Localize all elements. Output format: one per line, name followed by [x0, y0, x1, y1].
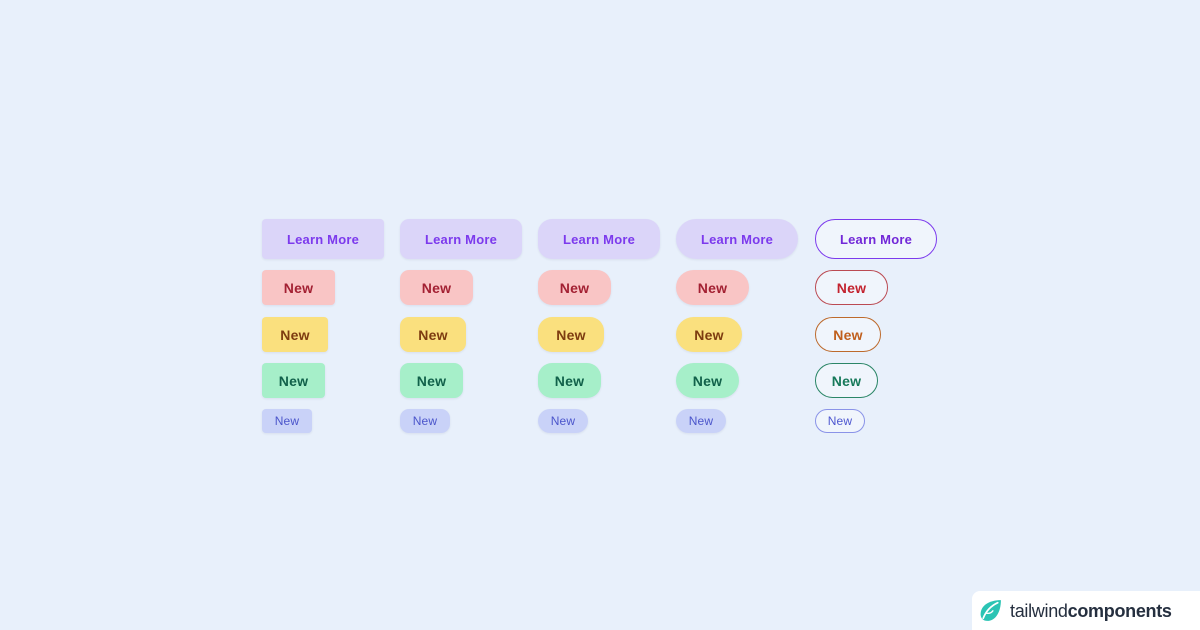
badge-indigo-small-rounded-md[interactable]: New — [400, 409, 450, 433]
badge-amber-pill-outline[interactable]: New — [815, 317, 881, 352]
badge-violet-pill[interactable]: Learn More — [676, 219, 798, 259]
badge-red-pill[interactable]: New — [676, 270, 749, 305]
badge-indigo-small-rounded-sm[interactable]: New — [262, 409, 312, 433]
badge-red-rounded-md[interactable]: New — [400, 270, 473, 305]
brand-wordmark: tailwindcomponents — [1010, 602, 1172, 620]
badge-green-pill[interactable]: New — [676, 363, 739, 398]
badge-violet-pill-outline[interactable]: Learn More — [815, 219, 937, 259]
brand-bold-text: components — [1067, 600, 1172, 621]
badge-indigo-small-pill[interactable]: New — [676, 409, 726, 433]
badge-amber-rounded-sm[interactable]: New — [262, 317, 328, 352]
badge-green-rounded-xl[interactable]: New — [538, 363, 601, 398]
badge-red-pill-outline[interactable]: New — [815, 270, 888, 305]
badge-violet-rounded-xl[interactable]: Learn More — [538, 219, 660, 259]
brand-regular-text: tailwind — [1010, 600, 1068, 621]
badge-green-rounded-sm[interactable]: New — [262, 363, 325, 398]
badge-violet-rounded-md[interactable]: Learn More — [400, 219, 522, 259]
badge-indigo-small-pill-outline[interactable]: New — [815, 409, 865, 433]
leaf-icon — [978, 598, 1003, 623]
badge-red-rounded-xl[interactable]: New — [538, 270, 611, 305]
badge-indigo-small-rounded-xl[interactable]: New — [538, 409, 588, 433]
badge-green-rounded-md[interactable]: New — [400, 363, 463, 398]
badge-red-rounded-sm[interactable]: New — [262, 270, 335, 305]
badge-violet-rounded-sm[interactable]: Learn More — [262, 219, 384, 259]
brand-footer[interactable]: tailwindcomponents — [972, 591, 1200, 630]
badge-amber-rounded-xl[interactable]: New — [538, 317, 604, 352]
badge-green-pill-outline[interactable]: New — [815, 363, 878, 398]
badge-amber-rounded-md[interactable]: New — [400, 317, 466, 352]
badge-amber-pill[interactable]: New — [676, 317, 742, 352]
